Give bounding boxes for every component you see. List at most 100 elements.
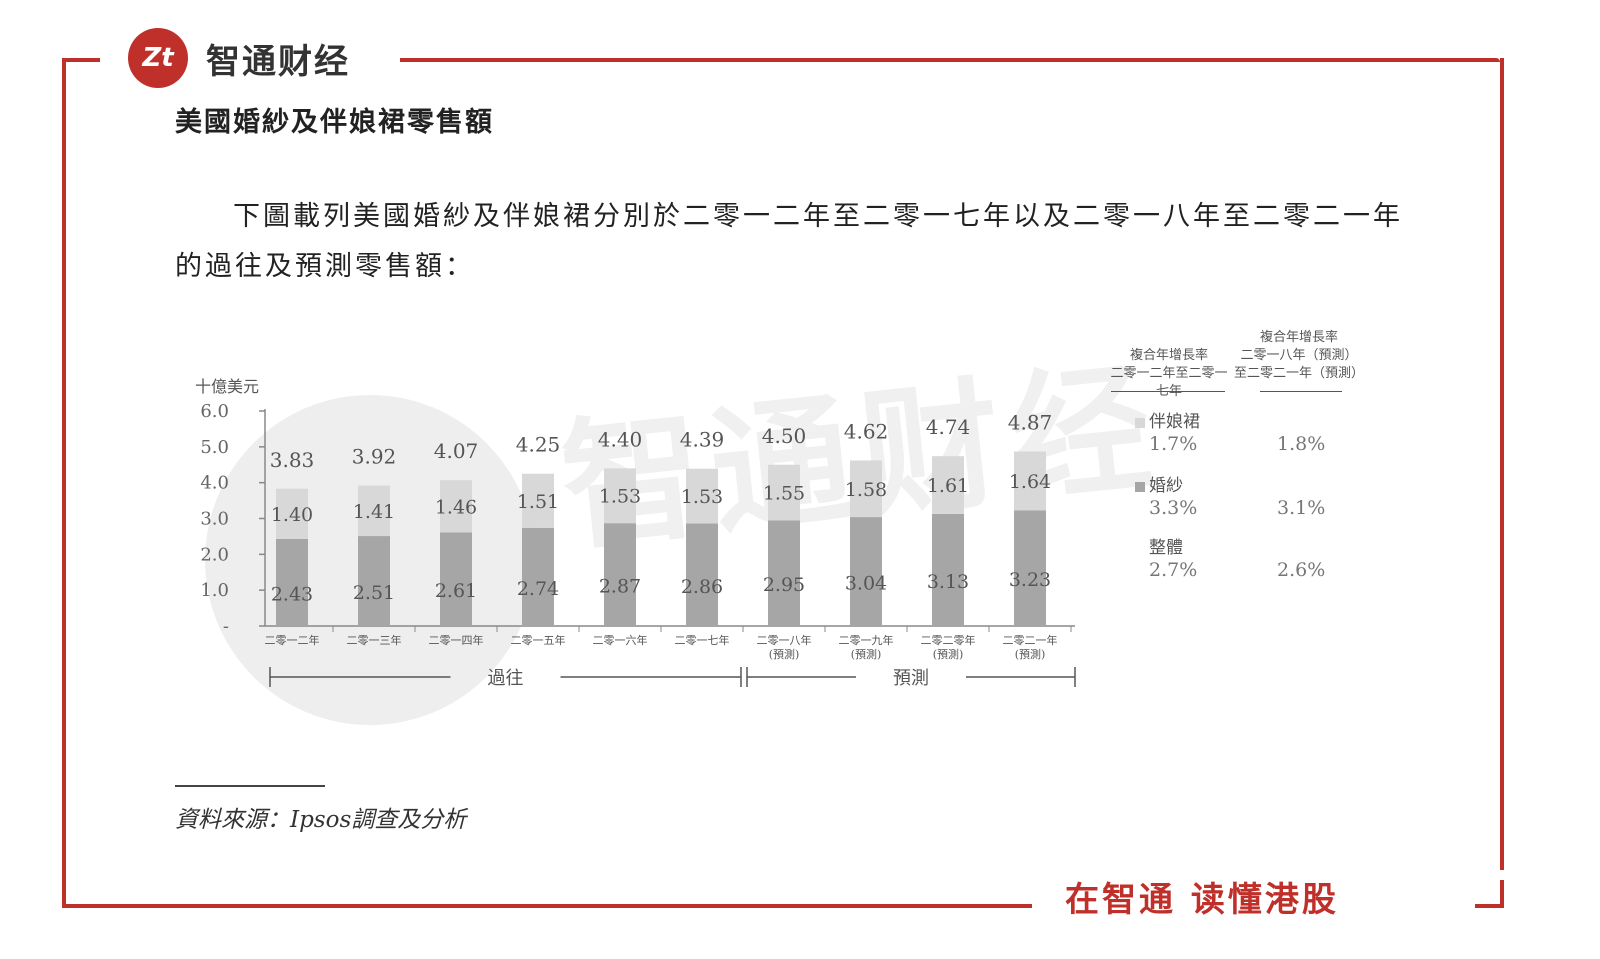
- frame-line-bottom-left: [62, 904, 1032, 908]
- bar-wedding-dress: [276, 538, 308, 626]
- frame-line-right: [1500, 58, 1504, 870]
- data-label-wedding: 3.04: [845, 573, 887, 595]
- bar-wedding-dress: [440, 532, 472, 626]
- frame-line-bottom-right: [1475, 904, 1504, 908]
- bar-bridesmaid-dress: [1014, 451, 1046, 511]
- data-label-bridesmaid: 1.51: [517, 491, 559, 513]
- bar-bridesmaid-dress: [768, 464, 800, 521]
- cagr-row-label-bridesmaid: 伴娘裙: [1135, 407, 1200, 432]
- data-label-wedding: 2.61: [435, 580, 477, 602]
- cagr-value: 3.1%: [1277, 497, 1326, 519]
- footer-slogan: 在智通 读懂港股: [1065, 880, 1339, 920]
- bar-bridesmaid-dress: [276, 488, 308, 539]
- bar-bridesmaid-dress: [440, 480, 472, 533]
- bridesmaid-swatch-icon: [1135, 417, 1145, 428]
- x-tick-label: 二零一六年: [593, 633, 648, 647]
- cagr-row-label-total: 整體: [1149, 538, 1183, 558]
- data-label-total: 4.62: [844, 419, 889, 443]
- x-tick-sublabel: (預測): [1015, 647, 1046, 661]
- bar-wedding-dress: [686, 523, 718, 626]
- data-label-total: 4.25: [516, 433, 561, 457]
- bar-wedding-dress: [932, 513, 964, 626]
- data-label-wedding: 2.87: [599, 576, 641, 598]
- cagr-header-right: 複合年增長率 二零一八年（預測） 至二零二一年（預測）: [1233, 329, 1365, 383]
- cagr-header-right-line2: 二零一八年（預測）: [1240, 348, 1358, 363]
- data-label-bridesmaid: 1.41: [353, 501, 395, 523]
- bar-wedding-dress: [604, 523, 636, 626]
- x-tick-label: 二零一八年: [757, 633, 812, 647]
- y-tick-label: -: [223, 616, 229, 637]
- y-tick-label: 2.0: [200, 544, 229, 565]
- bar-bridesmaid-dress: [686, 468, 718, 524]
- y-tick-label: 3.0: [200, 509, 229, 530]
- cagr-table: 複合年增長率 二零一二年至二零一七年 複合年增長率 二零一八年（預測） 至二零二…: [1105, 325, 1365, 595]
- cagr-header-right-line1: 複合年增長率: [1259, 330, 1338, 345]
- period-forecast-label: 預測: [893, 668, 929, 689]
- cagr-row-label-text: 婚紗: [1149, 476, 1183, 496]
- data-label-bridesmaid: 1.55: [763, 483, 805, 505]
- data-label-total: 4.87: [1008, 410, 1053, 434]
- y-tick-label: 4.0: [200, 473, 229, 494]
- y-tick-label: 5.0: [200, 437, 229, 458]
- x-tick-sublabel: (預測): [769, 647, 800, 661]
- x-tick-sublabel: (預測): [933, 647, 964, 661]
- bar-wedding-dress: [1014, 510, 1046, 626]
- bar-bridesmaid-dress: [850, 460, 882, 518]
- cagr-row-label-wedding: 婚紗: [1135, 471, 1183, 496]
- frame-line-top-right: [400, 58, 1500, 62]
- data-label-total: 3.83: [270, 448, 315, 472]
- cagr-value: 1.8%: [1277, 433, 1326, 455]
- period-past-label: 過往: [488, 668, 524, 689]
- data-label-wedding: 3.13: [927, 571, 969, 593]
- wedding-swatch-icon: [1135, 481, 1145, 492]
- x-tick-label: 二零二一年: [1003, 633, 1058, 647]
- bar-wedding-dress: [850, 517, 882, 626]
- data-label-wedding: 2.51: [353, 582, 395, 604]
- cagr-value: 3.3%: [1149, 497, 1198, 519]
- x-tick-label: 二零一七年: [675, 633, 730, 647]
- data-label-bridesmaid: 1.53: [681, 486, 723, 508]
- x-tick-sublabel: (預測): [851, 647, 882, 661]
- data-label-bridesmaid: 1.53: [599, 486, 641, 508]
- cagr-header-left-line1: 複合年增長率: [1129, 348, 1208, 363]
- data-label-bridesmaid: 1.40: [271, 504, 313, 526]
- cagr-header-left-rule: [1111, 391, 1225, 392]
- data-label-bridesmaid: 1.61: [927, 475, 969, 497]
- cagr-header-left: 複合年增長率 二零一二年至二零一七年: [1105, 347, 1233, 401]
- data-label-total: 3.92: [352, 445, 397, 469]
- brand-logo-icon: Zt: [128, 28, 188, 88]
- x-tick-label: 二零二零年: [921, 633, 976, 647]
- y-axis-label: 十億美元: [195, 377, 259, 396]
- description-paragraph: 下圖載列美國婚紗及伴娘裙分別於二零一二年至二零一七年以及二零一八年至二零二一年的…: [175, 201, 1403, 282]
- data-label-wedding: 2.43: [271, 583, 313, 605]
- cagr-value: 2.6%: [1277, 559, 1326, 581]
- bar-bridesmaid-dress: [522, 473, 554, 528]
- data-label-total: 4.40: [598, 427, 643, 451]
- data-label-total: 4.39: [680, 428, 725, 452]
- frame-line-right-bottom: [1500, 880, 1504, 908]
- x-tick-label: 二零一九年: [839, 633, 894, 647]
- x-tick-label: 二零一五年: [511, 633, 566, 647]
- data-label-wedding: 3.23: [1009, 569, 1051, 591]
- bar-bridesmaid-dress: [932, 456, 964, 514]
- x-tick-label: 二零一四年: [429, 633, 484, 647]
- data-label-total: 4.74: [926, 415, 971, 439]
- data-label-wedding: 2.74: [517, 578, 559, 600]
- cagr-header-left-line2: 二零一二年至二零一七年: [1110, 366, 1228, 399]
- brand-name: 智通财经: [206, 41, 350, 82]
- frame-line-left: [62, 58, 66, 908]
- cagr-value: 1.7%: [1149, 433, 1198, 455]
- bar-bridesmaid-dress: [358, 485, 390, 537]
- x-tick-label: 二零一三年: [347, 633, 402, 647]
- bar-wedding-dress: [768, 520, 800, 626]
- frame-line-top-left: [62, 58, 100, 62]
- y-tick-label: 1.0: [200, 580, 229, 601]
- brand-header: Zt 智通财经: [128, 26, 350, 90]
- data-label-bridesmaid: 1.64: [1009, 471, 1051, 493]
- data-label-wedding: 2.95: [763, 574, 805, 596]
- stacked-bar-chart: 十億美元 - 1.0 2.0 3.0 4.0 5.0 6.0 2.43 1.40 3.83 二零一二年…: [195, 377, 1076, 689]
- y-tick-label: 6.0: [200, 401, 229, 422]
- data-label-total: 4.07: [434, 439, 479, 463]
- data-label-bridesmaid: 1.46: [435, 496, 477, 518]
- source-rule: [175, 785, 325, 787]
